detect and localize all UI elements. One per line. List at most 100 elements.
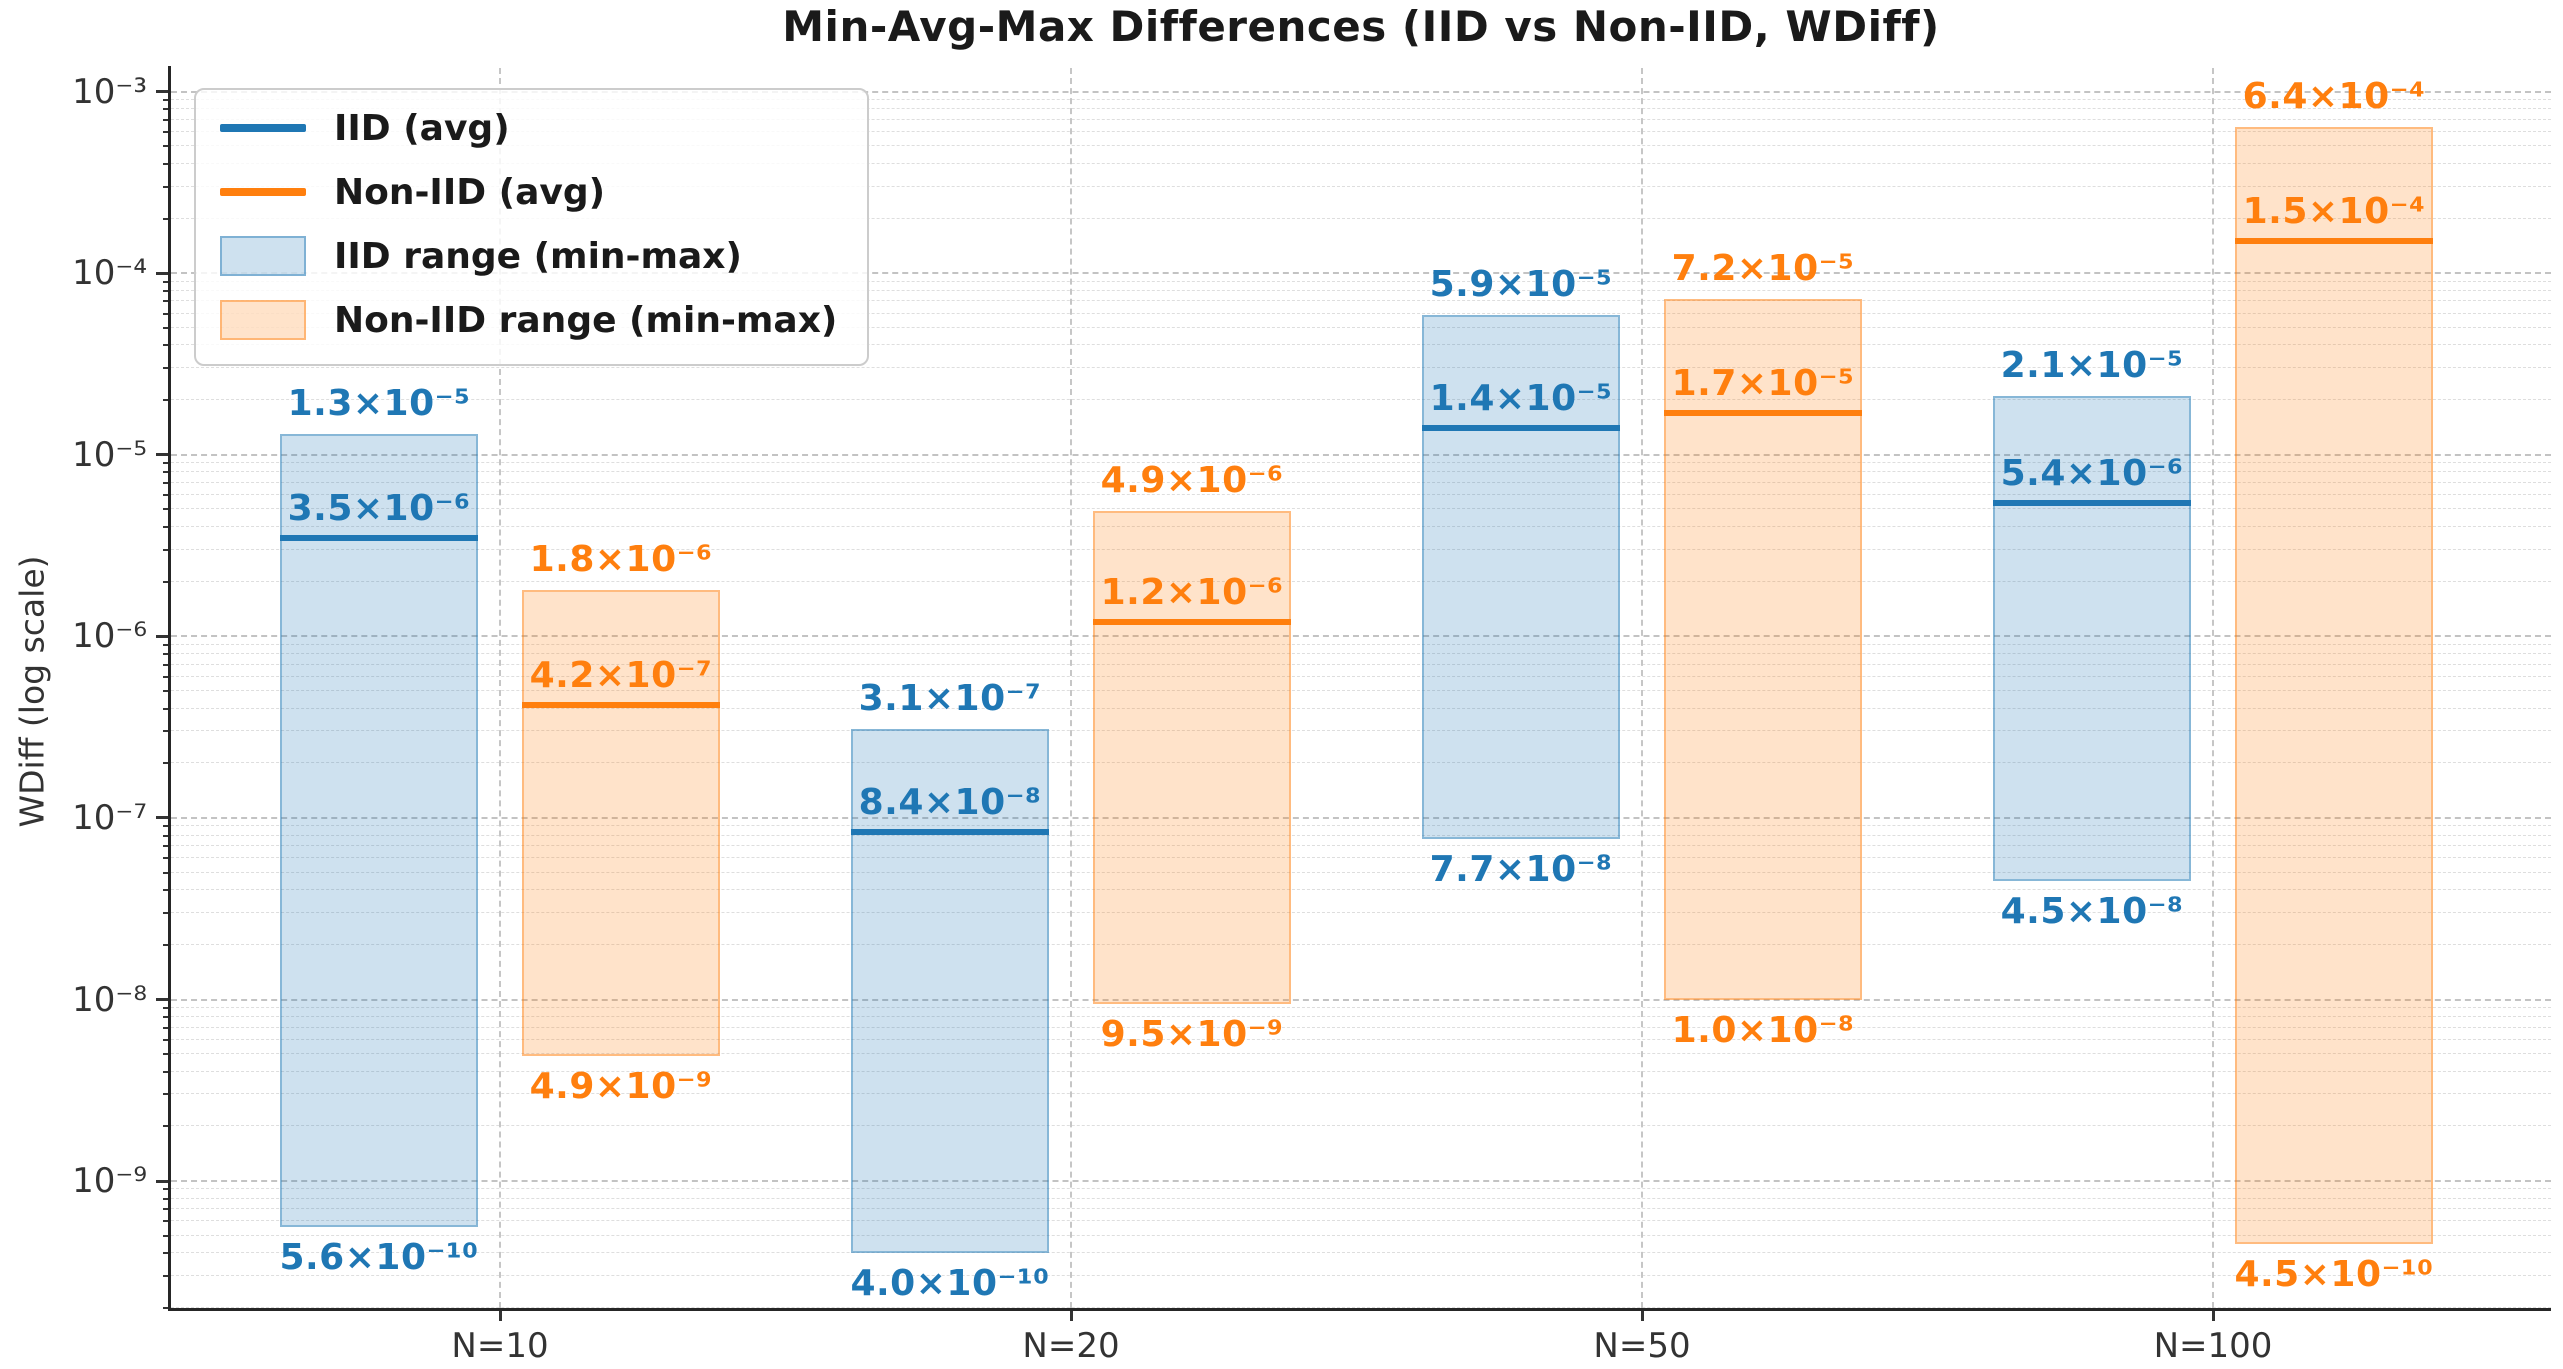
gridline-vertical <box>1641 68 1643 1308</box>
gridline-minor-y <box>171 834 2551 836</box>
gridline-minor-y <box>171 1220 2551 1222</box>
annotation-avg: 1.2×10⁻⁶ <box>1100 571 1284 613</box>
y-minor-tick <box>163 1234 171 1237</box>
gridline-major-y <box>171 1180 2551 1183</box>
annotation-min: 4.9×10⁻⁹ <box>529 1065 713 1107</box>
y-minor-tick <box>163 845 171 848</box>
y-minor-tick <box>163 548 171 551</box>
legend-item-label: Non-IID (avg) <box>334 171 606 213</box>
gridline-major-y <box>171 816 2551 819</box>
gridline-minor-y <box>171 344 2551 346</box>
gridline-major-y <box>171 272 2551 275</box>
y-minor-tick <box>163 762 171 765</box>
annotation-min: 4.0×10⁻¹⁰ <box>850 1263 1050 1305</box>
x-axis-spine <box>168 1308 2551 1311</box>
y-minor-tick <box>163 690 171 693</box>
gridline-minor-y <box>171 1208 2551 1210</box>
annotation-min: 9.5×10⁻⁹ <box>1100 1013 1284 1055</box>
y-minor-tick <box>163 300 171 303</box>
legend-item: Non-IID (avg) <box>220 164 837 220</box>
y-minor-tick <box>163 707 171 710</box>
gridline-minor-y <box>171 399 2551 401</box>
y-minor-tick <box>163 1307 171 1309</box>
y-tick-label: 10⁻⁴ <box>72 253 147 294</box>
y-minor-tick <box>163 367 171 370</box>
legend-line-swatch <box>220 188 306 196</box>
x-tick-label: N=10 <box>451 1326 549 1366</box>
gridline-minor-y <box>171 1307 2551 1308</box>
y-minor-tick <box>163 526 171 529</box>
y-minor-tick <box>163 580 171 583</box>
y-minor-tick <box>163 98 171 101</box>
gridline-minor-y <box>171 98 2551 100</box>
non-iid-avg-line <box>1093 618 1291 625</box>
non-iid-range-bar <box>1664 299 1862 1000</box>
gridline-minor-y <box>171 1125 2551 1127</box>
y-minor-tick <box>163 871 171 874</box>
y-minor-tick <box>163 1252 171 1255</box>
annotation-max: 1.3×10⁻⁵ <box>287 383 471 425</box>
y-minor-tick <box>163 1053 171 1056</box>
y-minor-tick <box>163 1220 171 1223</box>
non-iid-range-bar <box>522 590 720 1056</box>
gridline-minor-y <box>171 481 2551 483</box>
y-minor-tick <box>163 130 171 133</box>
gridline-minor-y <box>171 367 2551 369</box>
annotation-min: 7.7×10⁻⁸ <box>1429 848 1613 890</box>
annotation-max: 2.1×10⁻⁵ <box>2000 345 2184 387</box>
annotation-max: 1.8×10⁻⁶ <box>529 539 713 581</box>
gridline-minor-y <box>171 1038 2551 1040</box>
gridline-vertical <box>1070 68 1072 1308</box>
y-minor-tick <box>163 108 171 111</box>
gridline-vertical <box>499 68 501 1308</box>
gridline-minor-y <box>171 663 2551 665</box>
y-minor-tick <box>163 280 171 283</box>
gridline-major-y <box>171 453 2551 456</box>
annotation-max: 4.9×10⁻⁶ <box>1100 460 1284 502</box>
legend-item-label: Non-IID range (min-max) <box>334 299 838 341</box>
y-minor-tick <box>163 911 171 914</box>
annotation-min: 5.6×10⁻¹⁰ <box>279 1236 479 1278</box>
y-minor-tick <box>163 1125 171 1128</box>
x-tick-label: N=50 <box>1593 1326 1691 1366</box>
x-major-tick <box>498 1308 502 1321</box>
gridline-major-y <box>171 90 2551 93</box>
y-minor-tick <box>163 1070 171 1073</box>
gridline-minor-y <box>171 471 2551 473</box>
gridline-minor-y <box>171 845 2551 847</box>
iid-range-bar <box>851 728 1049 1254</box>
y-minor-tick <box>163 1038 171 1041</box>
annotation-min: 1.0×10⁻⁸ <box>1671 1009 1855 1051</box>
y-major-tick <box>156 1179 171 1183</box>
y-minor-tick <box>163 508 171 511</box>
gridline-minor-y <box>171 118 2551 120</box>
y-major-tick <box>156 998 171 1002</box>
y-minor-tick <box>163 1006 171 1009</box>
y-minor-tick <box>163 1026 171 1029</box>
iid-range-bar <box>1422 314 1620 839</box>
gridline-minor-y <box>171 1093 2551 1095</box>
iid-avg-line <box>280 534 478 541</box>
y-minor-tick <box>163 312 171 315</box>
gridline-minor-y <box>171 1275 2551 1277</box>
legend-item-label: IID (avg) <box>334 107 510 149</box>
gridline-minor-y <box>171 289 2551 291</box>
iid-range-bar <box>1993 396 2191 881</box>
y-tick-label: 10⁻⁵ <box>72 434 147 475</box>
gridline-minor-y <box>171 526 2551 528</box>
y-minor-tick <box>163 162 171 165</box>
gridline-minor-y <box>171 1070 2551 1072</box>
y-minor-tick <box>163 1093 171 1096</box>
y-tick-label: 10⁻⁷ <box>72 797 147 838</box>
non-iid-avg-line <box>1664 409 1862 416</box>
y-minor-tick <box>163 1208 171 1211</box>
gridline-minor-y <box>171 217 2551 219</box>
gridline-minor-y <box>171 1053 2551 1055</box>
y-minor-tick <box>163 399 171 402</box>
y-tick-label: 10⁻⁹ <box>72 1161 147 1202</box>
legend-item: IID range (min-max) <box>220 228 837 284</box>
gridline-minor-y <box>171 312 2551 314</box>
y-axis-spine <box>168 66 171 1311</box>
y-minor-tick <box>163 889 171 892</box>
gridline-minor-y <box>171 762 2551 764</box>
